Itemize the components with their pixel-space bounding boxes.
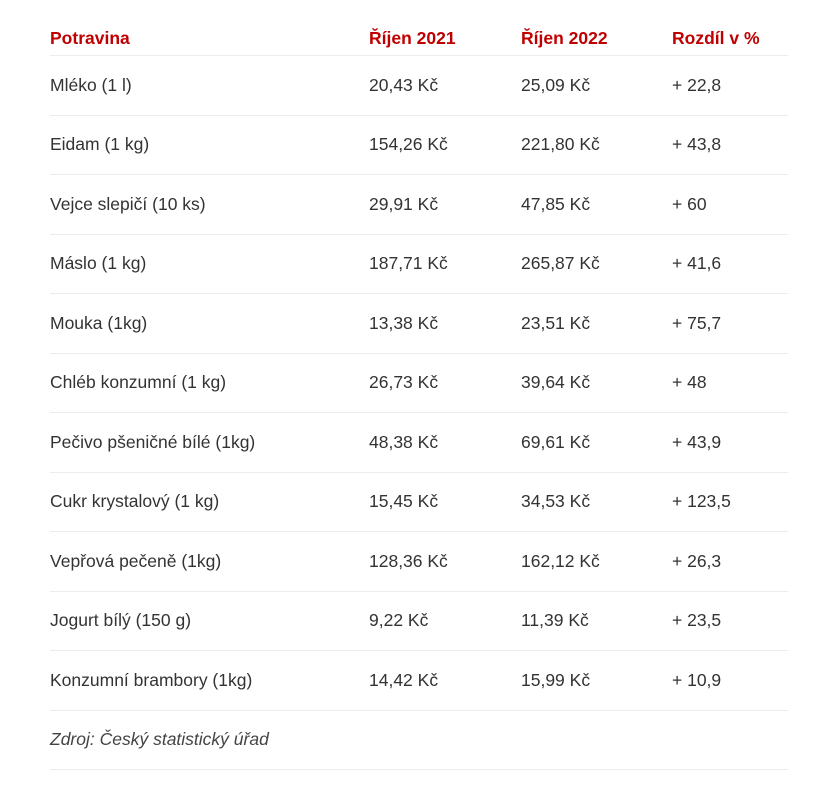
table-row: Eidam (1 kg) 154,26 Kč 221,80 Kč + 43,8 <box>50 116 788 175</box>
price-2021-cell: 154,26 Kč <box>369 134 448 155</box>
difference-cell: + 75,7 <box>672 312 722 333</box>
table-row: Máslo (1 kg) 187,71 Kč 265,87 Kč + 41,6 <box>50 235 788 294</box>
table-header-row: Potravina Říjen 2021 Říjen 2022 Rozdíl v… <box>50 18 788 56</box>
difference-cell: + 43,8 <box>672 134 722 155</box>
food-cell: Konzumní brambory (1kg) <box>50 669 253 690</box>
food-cell: Jogurt bílý (150 g) <box>50 610 192 631</box>
price-2022-cell: 34,53 Kč <box>521 491 591 512</box>
header-oct-2021: Říjen 2021 <box>369 28 456 48</box>
price-2022-cell: 15,99 Kč <box>521 669 591 690</box>
price-2022-cell: 11,39 Kč <box>521 610 589 631</box>
food-cell: Máslo (1 kg) <box>50 253 147 274</box>
price-2022-cell: 47,85 Kč <box>521 193 591 214</box>
price-2022-cell: 265,87 Kč <box>521 253 600 274</box>
source-row: Zdroj: Český statistický úřad <box>50 711 788 770</box>
price-2021-cell: 128,36 Kč <box>369 550 448 571</box>
price-2022-cell: 39,64 Kč <box>521 372 591 393</box>
table-row: Jogurt bílý (150 g) 9,22 Kč 11,39 Kč + 23,5 <box>50 592 788 651</box>
food-cell: Cukr krystalový (1 kg) <box>50 491 220 512</box>
table-row: Mouka (1kg) 13,38 Kč 23,51 Kč + 75,7 <box>50 294 788 354</box>
difference-cell: + 41,6 <box>672 253 722 274</box>
difference-cell: + 26,3 <box>672 550 722 571</box>
table-row: Vepřová pečeně (1kg) 128,36 Kč 162,12 Kč + … <box>50 532 788 592</box>
difference-cell: + 60 <box>672 193 707 214</box>
source-note: Zdroj: Český statistický úřad <box>50 729 269 750</box>
header-oct-2022: Říjen 2022 <box>521 28 608 48</box>
price-2021-cell: 20,43 Kč <box>369 74 439 95</box>
difference-cell: + 22,8 <box>672 74 722 95</box>
price-2021-cell: 187,71 Kč <box>369 253 448 274</box>
price-table: Potravina Říjen 2021 Říjen 2022 Rozdíl v… <box>50 18 788 770</box>
difference-cell: + 43,9 <box>672 431 722 452</box>
food-cell: Mléko (1 l) <box>50 74 132 95</box>
food-cell: Mouka (1kg) <box>50 312 148 333</box>
difference-cell: + 123,5 <box>672 491 731 512</box>
price-2022-cell: 162,12 Kč <box>521 550 600 571</box>
price-2022-cell: 221,80 Kč <box>521 134 600 155</box>
price-2022-cell: 69,61 Kč <box>521 431 591 452</box>
price-2021-cell: 9,22 Kč <box>369 610 429 631</box>
food-cell: Eidam (1 kg) <box>50 134 150 155</box>
table-row: Chléb konzumní (1 kg) 26,73 Kč 39,64 Kč + 4… <box>50 354 788 413</box>
food-cell: Chléb konzumní (1 kg) <box>50 372 227 393</box>
price-2022-cell: 25,09 Kč <box>521 74 591 95</box>
difference-cell: + 23,5 <box>672 610 722 631</box>
table-row: Mléko (1 l) 20,43 Kč 25,09 Kč + 22,8 <box>50 56 788 116</box>
difference-cell: + 48 <box>672 372 707 393</box>
table-body: Mléko (1 l) 20,43 Kč 25,09 Kč + 22,8 Eidam (… <box>50 56 788 711</box>
table-row: Pečivo pšeničné bílé (1kg) 48,38 Kč 69,61 … <box>50 413 788 473</box>
price-2021-cell: 13,38 Kč <box>369 312 439 333</box>
table-row: Vejce slepičí (10 ks) 29,91 Kč 47,85 Kč + 6… <box>50 175 788 235</box>
table-row: Konzumní brambory (1kg) 14,42 Kč 15,99 Kč +… <box>50 651 788 711</box>
price-2021-cell: 29,91 Kč <box>369 193 439 214</box>
price-2021-cell: 14,42 Kč <box>369 669 439 690</box>
food-cell: Vejce slepičí (10 ks) <box>50 193 206 214</box>
price-2021-cell: 26,73 Kč <box>369 372 439 393</box>
table-row: Cukr krystalový (1 kg) 15,45 Kč 34,53 Kč + … <box>50 473 788 532</box>
food-cell: Vepřová pečeně (1kg) <box>50 550 222 571</box>
difference-cell: + 10,9 <box>672 669 722 690</box>
price-2021-cell: 15,45 Kč <box>369 491 439 512</box>
price-2022-cell: 23,51 Kč <box>521 312 591 333</box>
header-difference: Rozdíl v % <box>672 28 760 48</box>
header-food: Potravina <box>50 28 130 48</box>
food-cell: Pečivo pšeničné bílé (1kg) <box>50 431 256 452</box>
price-2021-cell: 48,38 Kč <box>369 431 439 452</box>
